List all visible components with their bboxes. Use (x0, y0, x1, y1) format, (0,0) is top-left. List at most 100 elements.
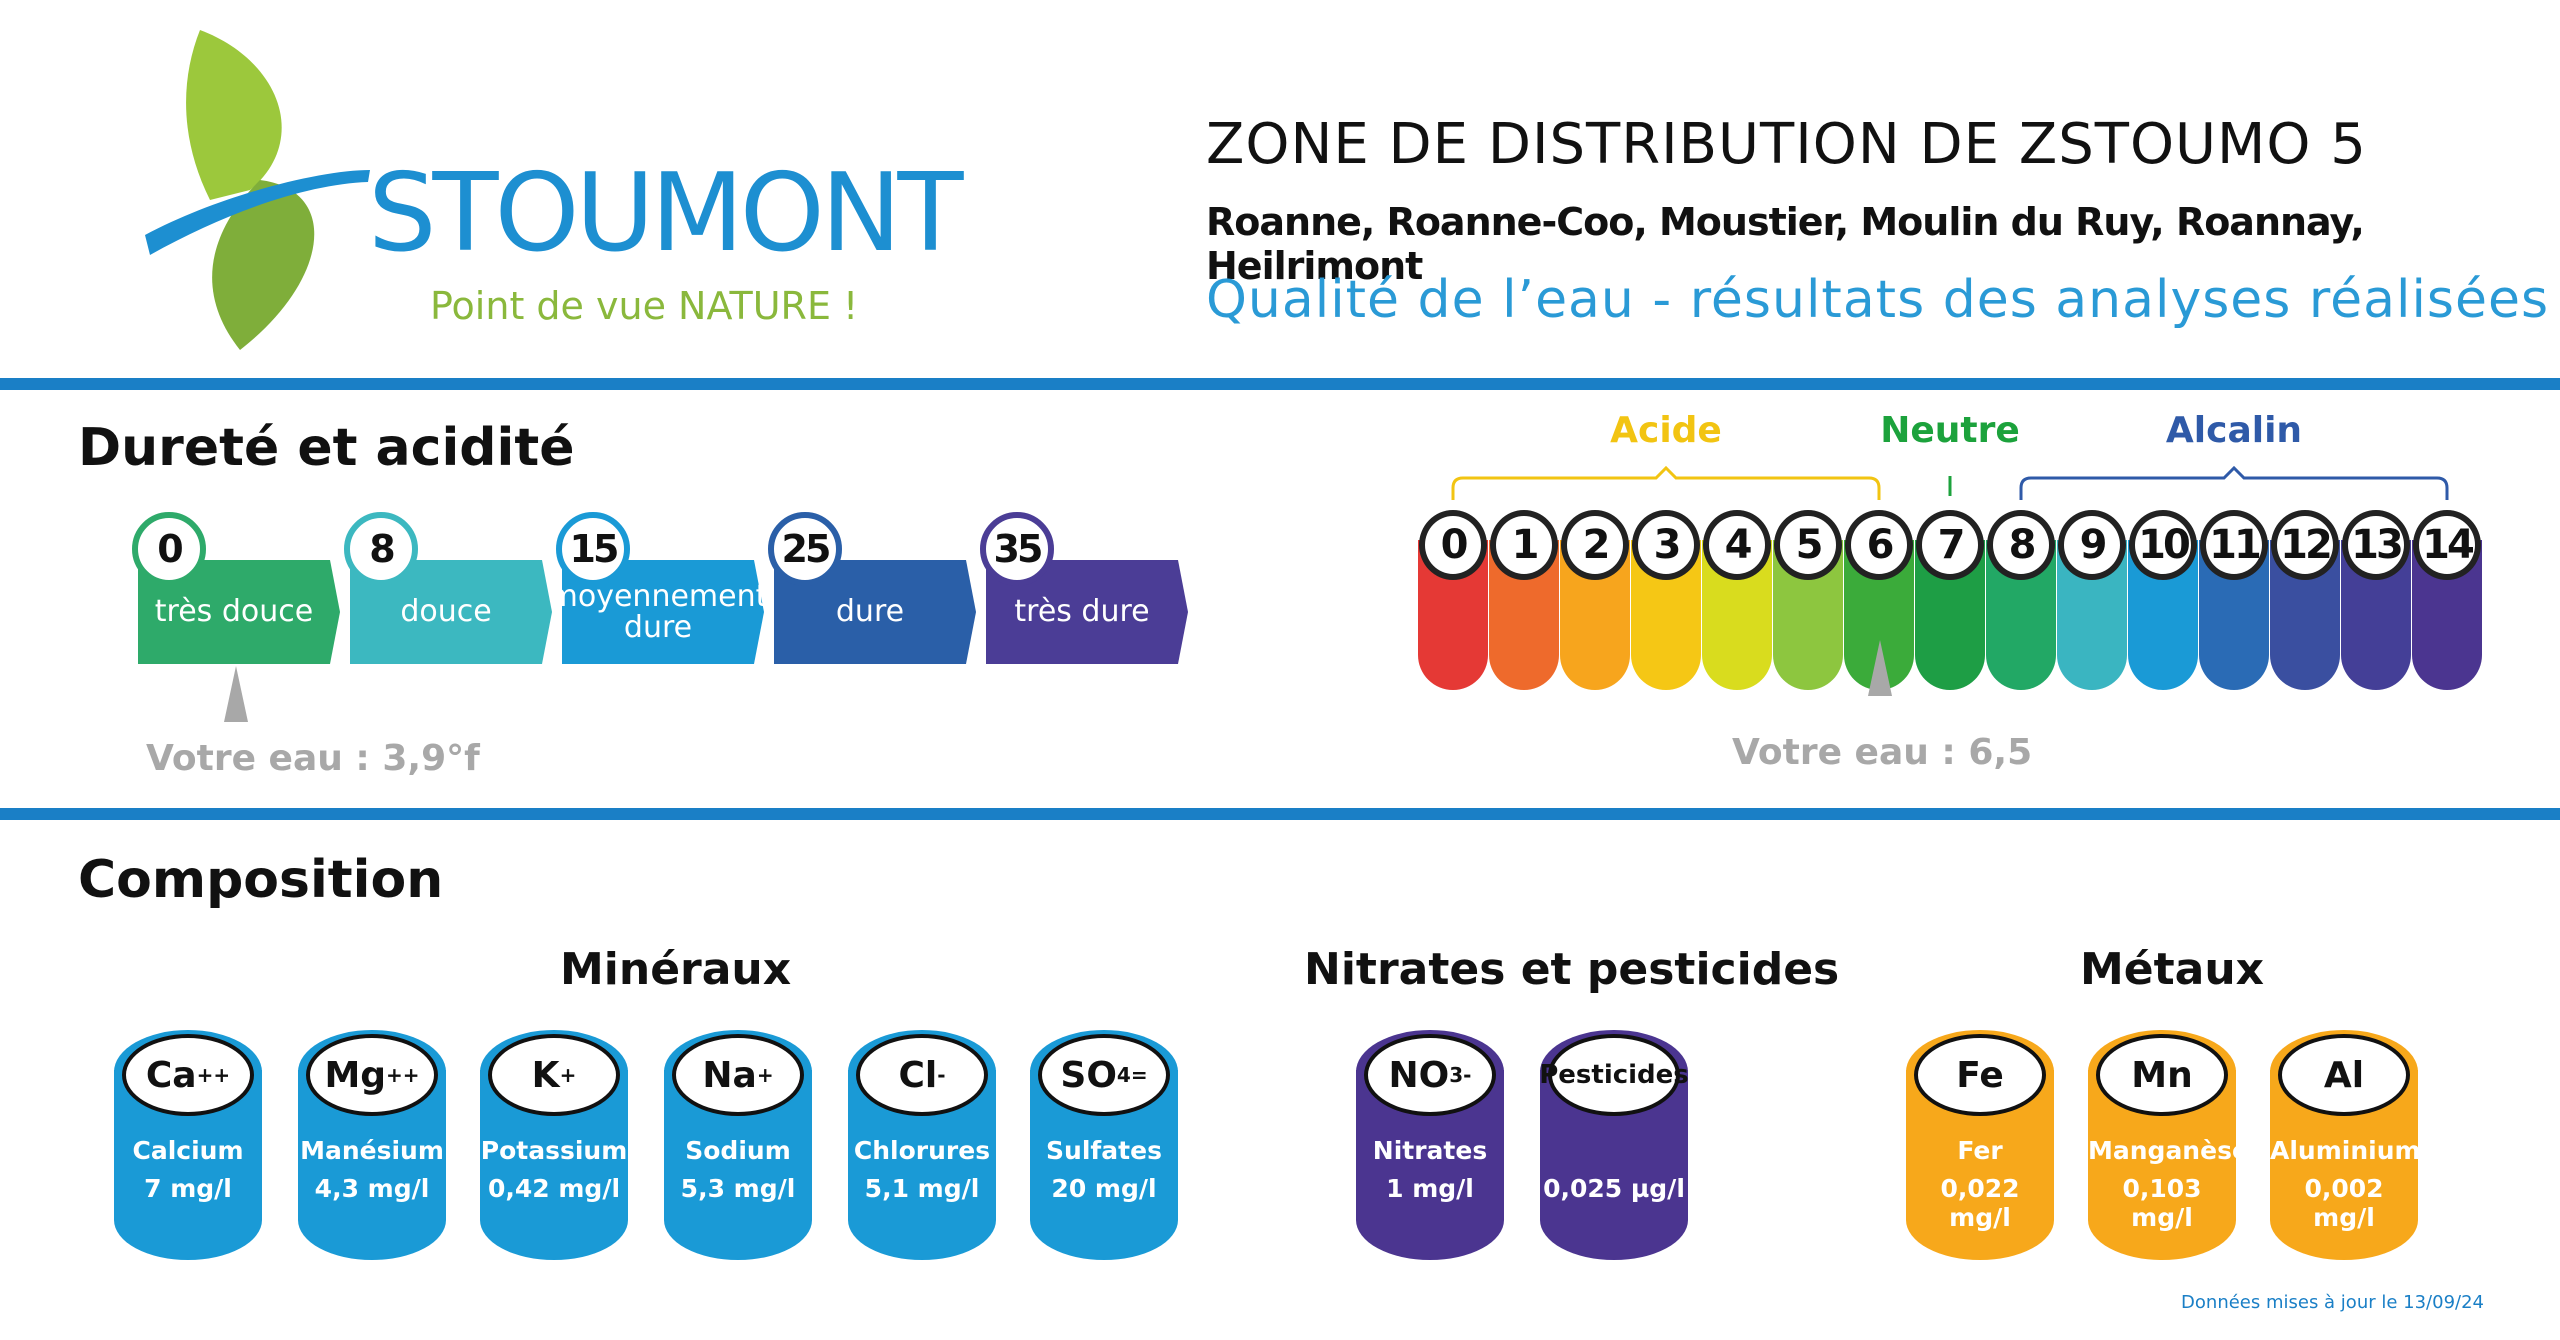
element-value: 20 mg/l (1051, 1174, 1157, 1203)
hardness-threshold-badge: 8 (344, 512, 418, 586)
element-symbol: K + (488, 1034, 620, 1116)
element-symbol: SO 4 = (1038, 1034, 1170, 1116)
cylinder-potassium: K + Potassium 0,42 mg/l (480, 1030, 628, 1260)
section-title-composition: Composition (78, 850, 444, 910)
ph-number-badge: 8 (1987, 510, 2055, 580)
element-value: 0,025 µg/l (1543, 1174, 1685, 1203)
stoumont-logo-icon (145, 30, 370, 350)
hardness-threshold-badge: 0 (132, 512, 206, 586)
ph-number-badge: 9 (2058, 510, 2126, 580)
element-charge: - (1463, 1063, 1472, 1087)
cylinder-chlorures: Cl - Chlorures 5,1 mg/l (848, 1030, 996, 1260)
element-name: Sulfates (1046, 1136, 1162, 1165)
hardness-threshold-badge: 15 (556, 512, 630, 586)
element-symbol: Mn (2096, 1034, 2228, 1116)
element-symbol-text: K (531, 1054, 560, 1096)
hardness-segment-label: moyennement dure (548, 578, 768, 645)
element-charge: = (1130, 1063, 1148, 1087)
element-charge: ++ (196, 1063, 231, 1087)
element-subscript: 3 (1449, 1063, 1464, 1087)
element-symbol-text: Al (2323, 1054, 2365, 1096)
hardness-segment-shape (562, 560, 764, 664)
element-charge: + (756, 1063, 774, 1087)
logo-tagline: Point de vue NATURE ! (430, 284, 859, 328)
cylinder-nitrates: NO 3- Nitrates 1 mg/l (1356, 1030, 1504, 1260)
zone-title: ZONE DE DISTRIBUTION DE ZSTOUMO 5 (1206, 112, 2367, 177)
logo-name: STOUMONT (368, 151, 964, 276)
hardness-segment-label: douce (400, 594, 492, 630)
hardness-segment-fill (774, 560, 976, 664)
hardness-your-water: Votre eau : 3,9°f (146, 738, 480, 779)
cylinder-pesticides: Pesticides 0,025 µg/l (1539, 1030, 1689, 1260)
element-symbol: Pesticides (1539, 1034, 1689, 1116)
ph-number-badge: 3 (1632, 510, 1700, 580)
ph-number-badge: 2 (1561, 510, 1629, 580)
ph-number-badge: 10 (2129, 510, 2197, 580)
ph-number-badge: 12 (2271, 510, 2339, 580)
cylinder-manésium: Mg ++ Manésium 4,3 mg/l (298, 1030, 446, 1260)
ph-number-badge: 11 (2200, 510, 2268, 580)
hardness-segment-shape (138, 560, 340, 664)
element-charge: - (937, 1063, 946, 1087)
hardness-segment: très dure (986, 560, 1188, 664)
element-value: 5,1 mg/l (864, 1174, 980, 1203)
hardness-threshold-badge: 35 (980, 512, 1054, 586)
ph-number-badge: 7 (1916, 510, 1984, 580)
element-name: Sodium (685, 1136, 791, 1165)
element-value: 7 mg/l (144, 1174, 232, 1203)
element-symbol-text: NO (1388, 1054, 1450, 1096)
hardness-segment-label: dure (835, 594, 905, 630)
ph-number-badge: 6 (1845, 510, 1913, 580)
element-name: Fer (1957, 1136, 2003, 1165)
ph-number-badge: 14 (2413, 510, 2481, 580)
hardness-segment-shape (774, 560, 976, 664)
ph-bracket (2019, 465, 2449, 500)
cylinder-fer: Fe Fer 0,022 mg/l (1906, 1030, 2054, 1260)
section-title-hardness: Dureté et acidité (78, 418, 575, 478)
element-value: 4,3 mg/l (314, 1174, 430, 1203)
element-subscript: 4 (1116, 1063, 1131, 1087)
zone-towns: Roanne, Roanne-Coo, Moustier, Moulin du … (1206, 200, 2365, 288)
ph-number-badge: 4 (1703, 510, 1771, 580)
hardness-threshold-badge: 25 (768, 512, 842, 586)
element-name: Potassium (480, 1136, 628, 1165)
hardness-segment-shape (986, 560, 1188, 664)
element-charge: ++ (386, 1063, 420, 1087)
hardness-segment-shape (350, 560, 552, 664)
element-name: Manésium (300, 1136, 444, 1165)
element-symbol-text: Ca (145, 1054, 197, 1096)
hardness-segment-fill (562, 560, 764, 664)
ph-pointer-icon (1867, 640, 1892, 696)
element-symbol-text: Cl (898, 1054, 938, 1096)
element-symbol-text: SO (1060, 1054, 1117, 1096)
ph-number-badge: 5 (1774, 510, 1842, 580)
ph-group-brackets (1451, 465, 2449, 500)
element-value: 0,42 mg/l (487, 1174, 621, 1203)
element-name: Chlorures (853, 1136, 991, 1165)
hardness-segment: douce (350, 560, 552, 664)
ph-bracket (1451, 465, 1881, 500)
element-symbol: Na + (672, 1034, 804, 1116)
cylinder-sulfates: SO 4 = Sulfates 20 mg/l (1030, 1030, 1178, 1260)
element-symbol: NO 3- (1364, 1034, 1496, 1116)
element-symbol: Mg ++ (306, 1034, 438, 1116)
hardness-segment-label: très dure (1014, 594, 1150, 630)
ph-number-badge: 13 (2342, 510, 2410, 580)
cylinder-manganèse: Mn Manganèse 0,103 mg/l (2088, 1030, 2249, 1260)
hardness-segment-fill (138, 560, 340, 664)
element-symbol: Al (2278, 1034, 2410, 1116)
divider-middle (0, 808, 2560, 820)
element-symbol: Cl - (856, 1034, 988, 1116)
divider-top (0, 378, 2560, 390)
element-value: 1 mg/l (1386, 1174, 1474, 1203)
update-note: Données mises à jour le 13/09/24 (2181, 1292, 2484, 1313)
element-value: 0,002 mg/l (2304, 1174, 2384, 1232)
ph-number-badge: 0 (1419, 510, 1487, 580)
element-symbol-text: Pesticides (1539, 1060, 1689, 1090)
zone-subtitle: Qualité de l’eau - résultats des analyse… (1206, 270, 2550, 330)
cylinder-calcium: Ca ++ Calcium 7 mg/l (114, 1030, 262, 1260)
cylinder-sodium: Na + Sodium 5,3 mg/l (664, 1030, 812, 1260)
ph-group-label: Neutre (1880, 410, 2020, 451)
element-name: Aluminium (2270, 1136, 2421, 1165)
element-value: 0,103 mg/l (2122, 1174, 2202, 1232)
